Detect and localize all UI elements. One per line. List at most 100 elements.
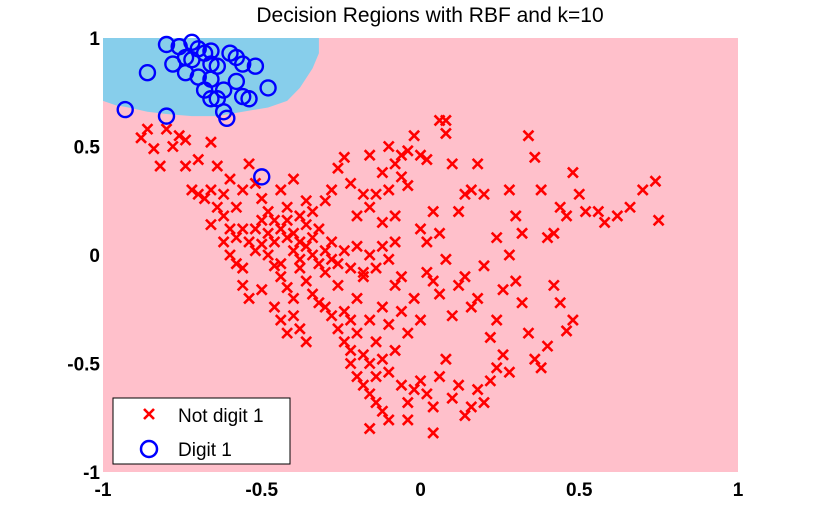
point-not-digit-1 xyxy=(420,153,433,166)
point-not-digit-1 xyxy=(427,275,440,287)
point-not-digit-1 xyxy=(325,183,338,196)
x-tick-label: 1 xyxy=(733,480,744,501)
point-not-digit-1 xyxy=(243,157,255,170)
point-not-digit-1 xyxy=(319,266,332,279)
point-not-digit-1 xyxy=(300,335,313,348)
point-not-digit-1 xyxy=(554,296,567,309)
point-not-digit-1 xyxy=(465,183,478,196)
point-not-digit-1 xyxy=(401,327,414,340)
point-not-digit-1 xyxy=(459,270,471,283)
point-not-digit-1 xyxy=(255,192,268,205)
point-not-digit-1 xyxy=(370,396,382,409)
point-not-digit-1 xyxy=(249,177,262,190)
point-not-digit-1 xyxy=(401,179,414,192)
point-digit-1 xyxy=(157,107,176,125)
point-not-digit-1 xyxy=(319,194,332,207)
point-not-digit-1 xyxy=(224,223,236,235)
point-not-digit-1 xyxy=(230,231,243,244)
point-digit-1 xyxy=(240,90,258,108)
point-not-digit-1 xyxy=(281,214,294,227)
point-not-digit-1 xyxy=(319,244,332,257)
point-not-digit-1 xyxy=(566,314,579,327)
legend: Not digit 1 Digit 1 xyxy=(112,397,291,465)
point-not-digit-1 xyxy=(420,266,433,279)
legend-label-not-digit-1: Not digit 1 xyxy=(178,406,264,427)
point-not-digit-1 xyxy=(382,253,395,266)
point-not-digit-1 xyxy=(332,322,344,335)
point-not-digit-1 xyxy=(471,157,484,170)
point-not-digit-1 xyxy=(370,188,382,201)
point-not-digit-1 xyxy=(217,188,230,201)
point-not-digit-1 xyxy=(312,296,325,309)
axis-ticks: -1 -0.5 0 0.5 1 -1 -0.5 0 0.5 1 xyxy=(67,29,743,501)
point-not-digit-1 xyxy=(395,305,408,318)
point-not-digit-1 xyxy=(370,262,382,274)
point-not-digit-1 xyxy=(522,327,535,340)
point-not-digit-1 xyxy=(224,173,236,185)
point-not-digit-1 xyxy=(478,396,490,409)
point-not-digit-1 xyxy=(306,288,319,300)
point-not-digit-1 xyxy=(376,216,389,229)
point-not-digit-1 xyxy=(547,227,560,240)
point-not-digit-1 xyxy=(300,275,313,287)
point-not-digit-1 xyxy=(281,231,294,244)
point-not-digit-1 xyxy=(293,262,306,274)
point-not-digit-1 xyxy=(211,160,224,172)
point-not-digit-1 xyxy=(401,414,414,426)
point-not-digit-1 xyxy=(370,335,382,348)
point-not-digit-1 xyxy=(414,374,427,387)
point-not-digit-1 xyxy=(205,218,217,231)
point-not-digit-1 xyxy=(370,370,382,383)
point-not-digit-1 xyxy=(439,353,452,366)
point-not-digit-1 xyxy=(351,240,363,253)
point-not-digit-1 xyxy=(262,249,275,261)
point-not-digit-1 xyxy=(351,327,363,340)
point-not-digit-1 xyxy=(262,227,275,240)
point-not-digit-1 xyxy=(528,151,541,164)
point-not-digit-1 xyxy=(185,183,198,196)
point-not-digit-1 xyxy=(573,188,586,201)
point-digit-1 xyxy=(176,64,195,82)
point-not-digit-1 xyxy=(465,301,478,313)
point-digit-1 xyxy=(246,57,265,75)
point-not-digit-1 xyxy=(357,348,370,361)
point-not-digit-1 xyxy=(211,201,224,214)
point-not-digit-1 xyxy=(268,214,281,227)
region-digit-1 xyxy=(103,38,319,117)
point-not-digit-1 xyxy=(198,192,211,205)
point-not-digit-1 xyxy=(154,160,167,172)
point-digit-1 xyxy=(208,57,227,75)
x-tick-label: -0.5 xyxy=(245,480,278,501)
point-not-digit-1 xyxy=(389,157,402,170)
point-not-digit-1 xyxy=(344,314,357,327)
point-not-digit-1 xyxy=(268,259,281,272)
point-not-digit-1 xyxy=(300,194,313,207)
point-not-digit-1 xyxy=(217,236,230,248)
point-not-digit-1 xyxy=(611,210,624,222)
point-not-digit-1 xyxy=(274,223,287,235)
point-not-digit-1 xyxy=(293,322,306,335)
point-not-digit-1 xyxy=(382,140,395,153)
point-not-digit-1 xyxy=(389,236,402,248)
point-not-digit-1 xyxy=(452,379,465,392)
point-not-digit-1 xyxy=(230,257,243,270)
point-not-digit-1 xyxy=(325,309,338,322)
point-not-digit-1 xyxy=(205,183,217,196)
point-not-digit-1 xyxy=(363,314,376,327)
point-not-digit-1 xyxy=(484,331,497,344)
y-tick-label: 0 xyxy=(89,246,100,267)
point-not-digit-1 xyxy=(274,314,287,327)
point-not-digit-1 xyxy=(338,151,351,164)
point-not-digit-1 xyxy=(503,183,516,196)
point-not-digit-1 xyxy=(281,281,294,294)
point-not-digit-1 xyxy=(376,240,389,253)
point-not-digit-1 xyxy=(376,166,389,179)
point-not-digit-1 xyxy=(389,279,402,292)
point-not-digit-1 xyxy=(300,240,313,253)
point-not-digit-1 xyxy=(471,383,484,396)
point-not-digit-1 xyxy=(357,379,370,392)
point-not-digit-1 xyxy=(382,318,395,331)
point-not-digit-1 xyxy=(236,279,249,292)
point-not-digit-1 xyxy=(262,205,275,218)
point-not-digit-1 xyxy=(287,173,300,185)
